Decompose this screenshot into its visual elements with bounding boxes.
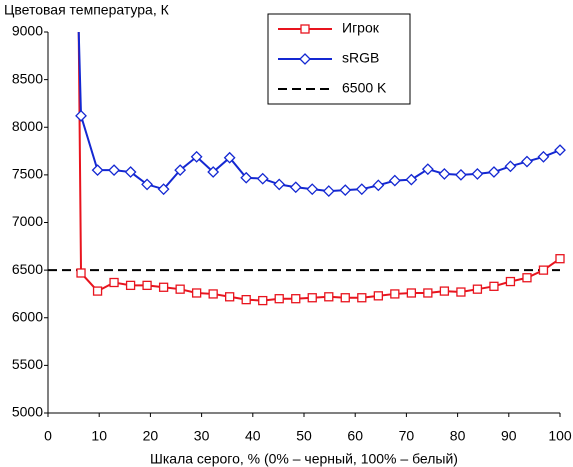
marker xyxy=(357,293,367,303)
legend-label: 6500 K xyxy=(342,80,387,96)
marker xyxy=(504,160,517,173)
y-tick-label: 7000 xyxy=(12,213,43,229)
x-tick-label: 70 xyxy=(399,428,415,444)
marker xyxy=(455,168,467,181)
marker xyxy=(471,168,484,180)
x-tick-label: 90 xyxy=(501,428,517,444)
marker xyxy=(522,273,532,283)
marker xyxy=(488,166,500,178)
legend-label: Игрок xyxy=(342,20,380,36)
marker xyxy=(75,109,87,122)
marker xyxy=(141,178,153,191)
marker xyxy=(537,150,550,163)
marker xyxy=(256,172,269,185)
marker xyxy=(421,163,434,176)
marker xyxy=(175,284,185,294)
marker xyxy=(291,294,301,304)
marker xyxy=(76,268,86,278)
x-tick-label: 0 xyxy=(44,428,52,444)
marker xyxy=(505,276,516,287)
y-tick-label: 7500 xyxy=(12,166,43,182)
marker xyxy=(241,295,251,305)
y-tick-label: 9000 xyxy=(12,23,43,39)
marker xyxy=(406,288,417,298)
x-tick-label: 40 xyxy=(245,428,261,444)
marker xyxy=(554,144,566,157)
marker xyxy=(190,150,203,163)
marker xyxy=(307,293,317,303)
legend-label: sRGB xyxy=(342,50,379,66)
marker xyxy=(324,292,334,302)
y-tick-label: 5500 xyxy=(12,356,43,372)
marker xyxy=(273,178,286,191)
marker xyxy=(388,174,401,187)
plot-area xyxy=(48,32,566,306)
marker xyxy=(223,151,236,164)
y-tick-label: 8500 xyxy=(12,70,43,86)
marker xyxy=(289,181,302,194)
marker xyxy=(109,277,119,288)
x-tick-label: 100 xyxy=(548,428,572,444)
marker xyxy=(423,288,433,298)
x-tick-label: 20 xyxy=(143,428,159,444)
marker xyxy=(124,166,137,178)
marker xyxy=(92,286,103,296)
marker xyxy=(108,164,120,177)
marker xyxy=(208,289,218,299)
marker xyxy=(225,292,235,302)
x-tick-label: 50 xyxy=(296,428,312,444)
y-tick-label: 6500 xyxy=(12,261,43,277)
marker xyxy=(191,288,202,298)
legend-marker xyxy=(299,53,311,65)
marker xyxy=(339,184,352,197)
marker xyxy=(306,183,319,196)
marker xyxy=(438,168,451,180)
marker xyxy=(355,183,368,196)
y-tick-label: 6000 xyxy=(12,308,43,324)
marker xyxy=(157,183,170,196)
x-tick-label: 30 xyxy=(194,428,210,444)
marker xyxy=(555,254,565,264)
x-tick-label: 80 xyxy=(450,428,466,444)
marker xyxy=(373,291,383,301)
marker xyxy=(142,280,152,291)
y-tick-label: 8000 xyxy=(12,118,43,134)
marker xyxy=(439,286,450,296)
marker xyxy=(538,265,549,275)
marker xyxy=(158,282,169,292)
legend-marker xyxy=(300,24,310,34)
marker xyxy=(207,166,220,178)
marker xyxy=(472,284,483,294)
marker xyxy=(489,281,499,291)
marker xyxy=(174,164,187,177)
marker xyxy=(405,173,418,186)
marker xyxy=(258,295,268,306)
x-tick-label: 60 xyxy=(347,428,363,444)
marker xyxy=(456,287,466,297)
marker xyxy=(125,280,136,291)
marker xyxy=(521,155,533,168)
marker xyxy=(390,289,400,299)
marker xyxy=(340,293,350,303)
marker xyxy=(322,185,335,197)
x-tick-label: 10 xyxy=(91,428,107,444)
x-axis-title: Шкала серого, % (0% – черный, 100% – бел… xyxy=(150,451,458,467)
marker xyxy=(240,171,253,184)
marker xyxy=(372,179,385,192)
y-tick-label: 5000 xyxy=(12,404,43,420)
marker xyxy=(274,294,284,304)
y-axis-title: Цветовая температура, К xyxy=(4,2,170,18)
marker xyxy=(91,164,104,177)
